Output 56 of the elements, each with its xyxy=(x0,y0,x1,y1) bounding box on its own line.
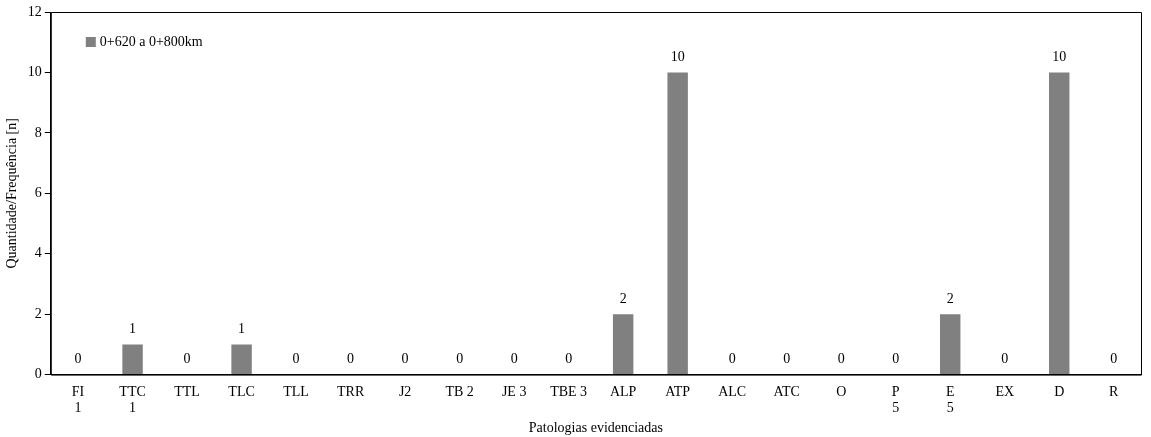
legend-label: 0+620 a 0+800km xyxy=(99,33,203,49)
data-label: 0 xyxy=(510,351,518,367)
data-label: 10 xyxy=(670,49,685,65)
data-label: 1 xyxy=(129,321,137,337)
x-tick-label: TRR xyxy=(336,383,365,399)
x-tick-label: P 5 xyxy=(891,383,900,416)
x-tick-label: TLL xyxy=(283,383,309,399)
y-tick-label: 8 xyxy=(34,124,42,140)
data-label: 0 xyxy=(892,351,900,367)
x-axis-title: Patologias evidenciadas xyxy=(528,420,663,436)
x-tick-label: TTL xyxy=(174,383,200,399)
data-label: 0 xyxy=(837,351,845,367)
x-tick-label: TLC xyxy=(228,383,255,399)
bar xyxy=(1049,72,1070,375)
x-tick-label: TB 2 xyxy=(445,383,474,399)
y-axis-title: Quantidade/Frequência [n] xyxy=(4,118,20,269)
x-tick-label: D xyxy=(1054,383,1065,399)
data-label: 0 xyxy=(728,351,736,367)
x-tick-label: ATC xyxy=(773,383,800,399)
x-tick-label: TBE 3 xyxy=(550,383,588,399)
x-tick-label: ALC xyxy=(718,383,747,399)
data-label: 2 xyxy=(946,290,954,306)
x-tick-label: ATP xyxy=(665,383,691,399)
bar xyxy=(667,72,688,375)
bar xyxy=(231,344,252,375)
y-tick-label: 12 xyxy=(27,3,42,19)
data-label: 0 xyxy=(456,351,464,367)
data-label: 0 xyxy=(74,351,82,367)
y-tick-label: 4 xyxy=(34,245,42,261)
data-label: 0 xyxy=(292,351,300,367)
data-label: 10 xyxy=(1052,49,1067,65)
data-label: 0 xyxy=(183,351,191,367)
data-label: 0 xyxy=(783,351,791,367)
y-tick-label: 0 xyxy=(34,366,42,382)
y-tick-label: 10 xyxy=(27,64,42,80)
x-tick-label: FI 1 xyxy=(71,383,85,416)
bar xyxy=(122,344,143,375)
x-tick-label: EX xyxy=(995,383,1015,399)
x-tick-label: J2 xyxy=(398,383,412,399)
bar xyxy=(939,314,961,375)
data-label: 0 xyxy=(1001,351,1009,367)
data-label: 0 xyxy=(347,351,355,367)
y-tick-label: 6 xyxy=(34,184,42,200)
data-label: 2 xyxy=(619,290,627,306)
data-label: 0 xyxy=(1110,351,1118,367)
x-tick-label: R xyxy=(1109,383,1120,399)
bar xyxy=(612,314,634,375)
x-tick-label: O xyxy=(836,383,847,399)
x-tick-label: ALP xyxy=(609,383,637,399)
data-label: 0 xyxy=(401,351,409,367)
y-tick-label: 2 xyxy=(34,305,42,321)
x-tick-label: TTC 1 xyxy=(119,383,146,416)
data-label: 0 xyxy=(565,351,573,367)
data-label: 1 xyxy=(238,321,246,337)
x-tick-label: JE 3 xyxy=(501,383,527,399)
x-tick-label: E 5 xyxy=(945,383,955,416)
